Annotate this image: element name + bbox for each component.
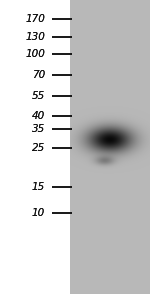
Text: 10: 10 xyxy=(32,208,45,218)
Text: 25: 25 xyxy=(32,143,45,153)
Text: 35: 35 xyxy=(32,124,45,134)
Bar xyxy=(0,0,70,294)
Text: 70: 70 xyxy=(32,70,45,80)
Text: 170: 170 xyxy=(25,14,45,24)
Text: 55: 55 xyxy=(32,91,45,101)
Text: 15: 15 xyxy=(32,182,45,192)
Text: 25: 25 xyxy=(32,143,45,153)
Text: 170: 170 xyxy=(25,14,45,24)
Text: 40: 40 xyxy=(32,111,45,121)
Text: 15: 15 xyxy=(32,182,45,192)
Text: 130: 130 xyxy=(25,32,45,42)
Text: 100: 100 xyxy=(25,49,45,59)
Text: 35: 35 xyxy=(32,124,45,134)
Text: 100: 100 xyxy=(25,49,45,59)
Text: 130: 130 xyxy=(25,32,45,42)
Bar xyxy=(70,0,150,294)
Text: 55: 55 xyxy=(32,91,45,101)
Text: 40: 40 xyxy=(32,111,45,121)
Text: 70: 70 xyxy=(32,70,45,80)
Text: 10: 10 xyxy=(32,208,45,218)
